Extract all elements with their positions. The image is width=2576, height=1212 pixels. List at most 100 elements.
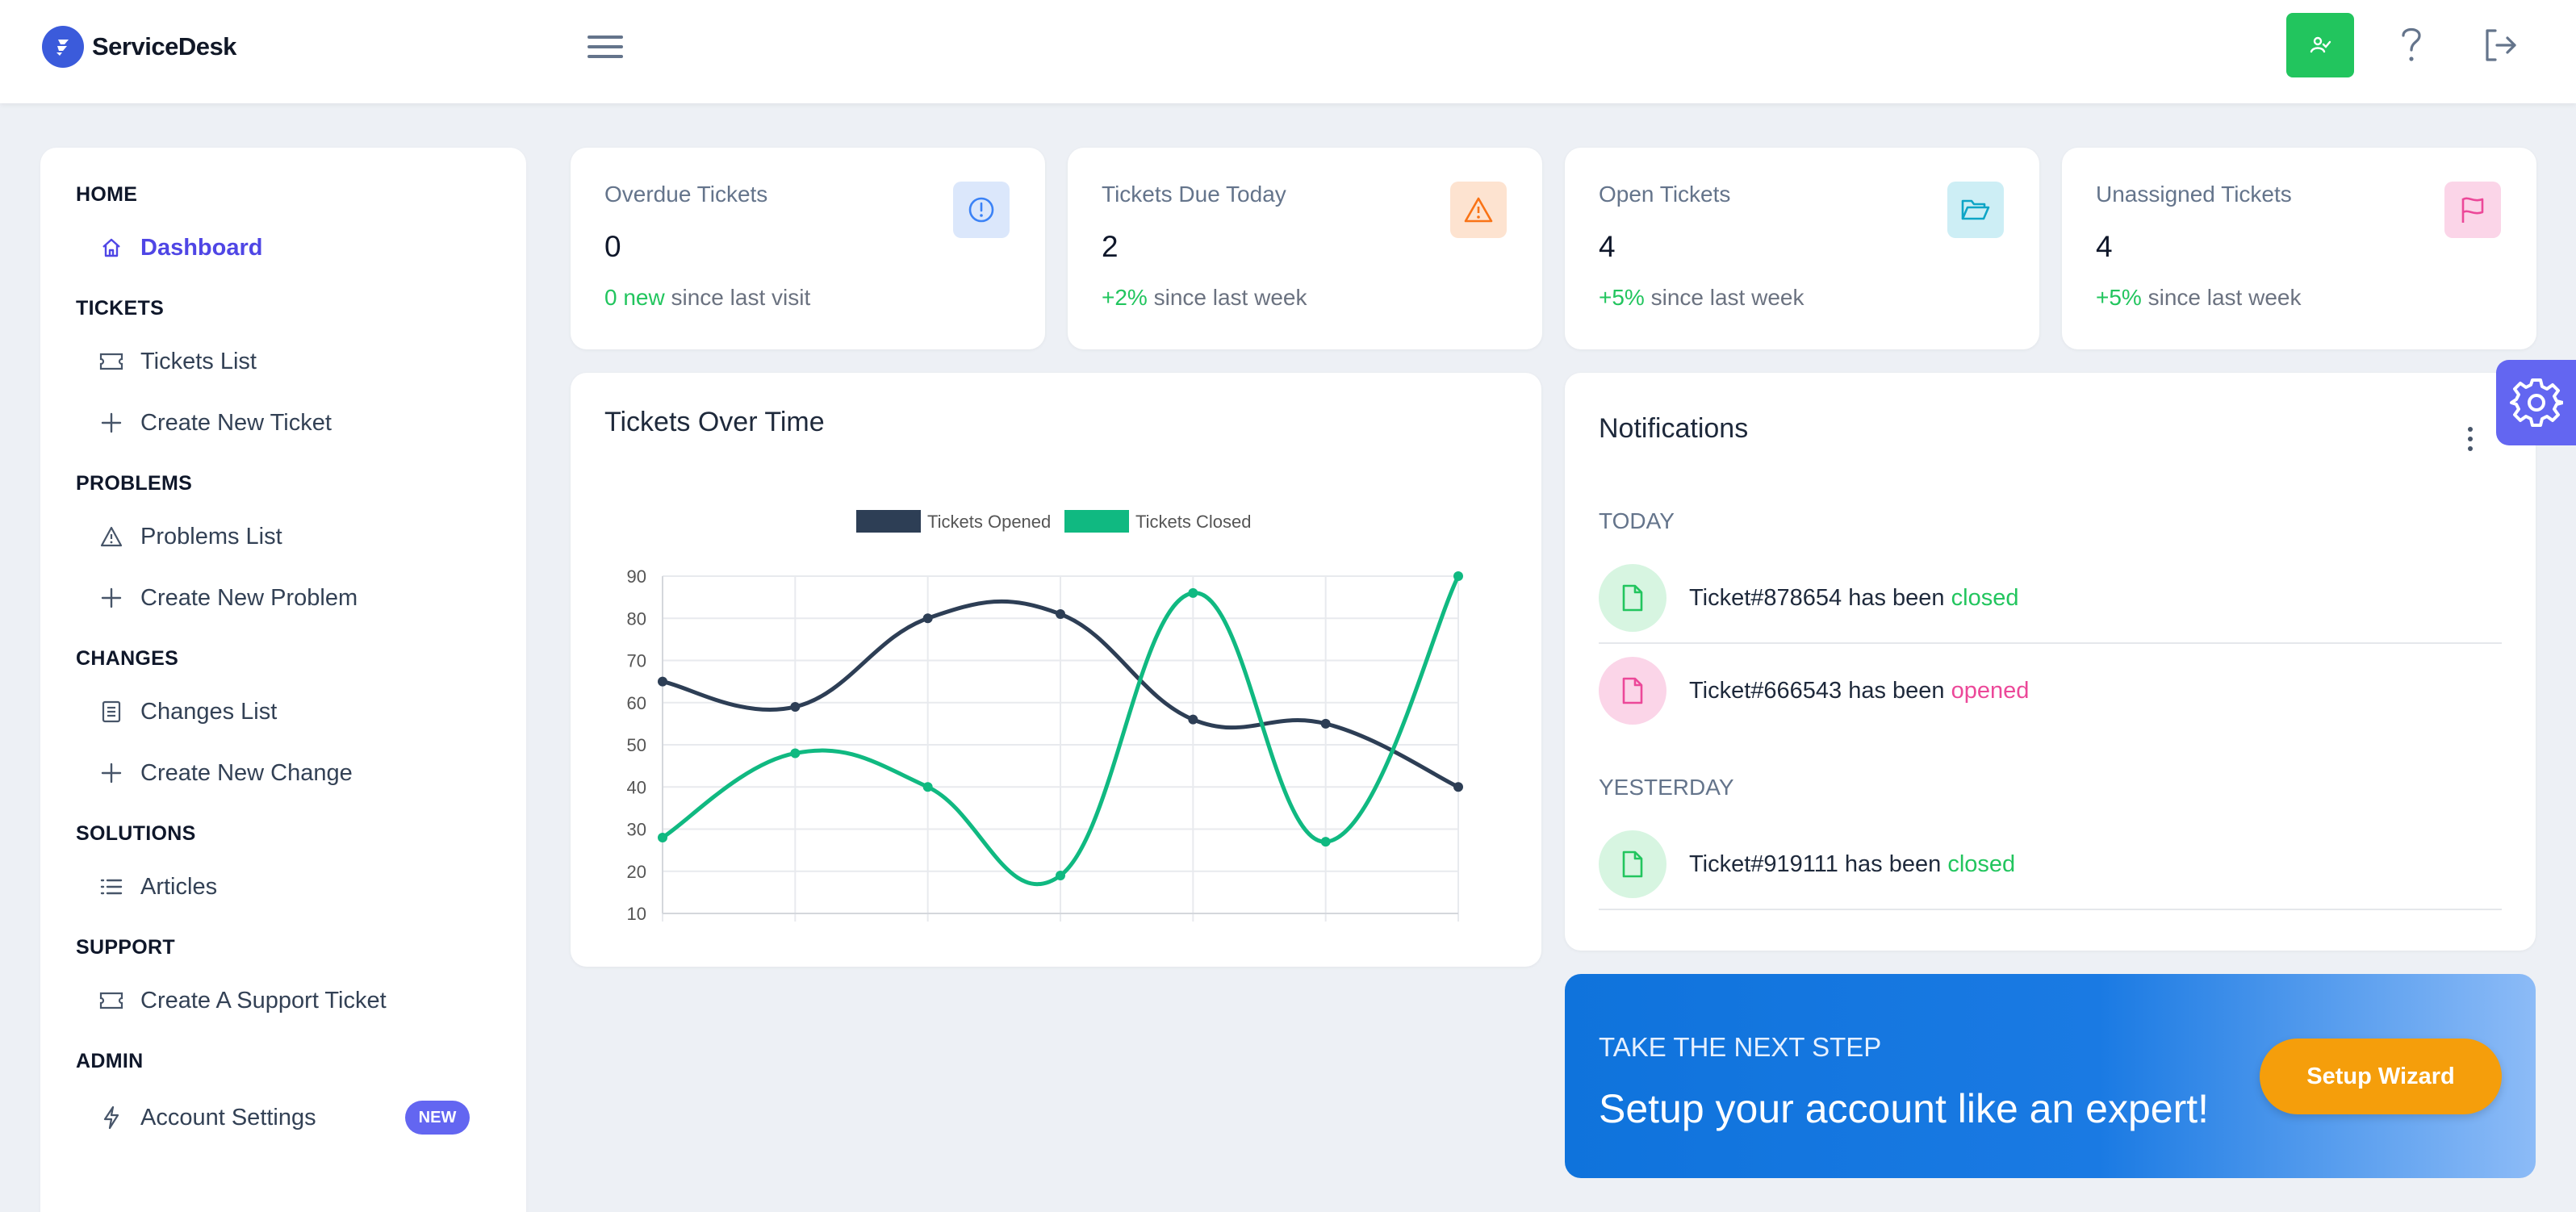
- y-tick-label: 80: [627, 608, 646, 629]
- stat-change: +5%: [1599, 285, 1645, 310]
- more-vertical-icon[interactable]: [2462, 423, 2478, 455]
- ticket-icon: [98, 988, 124, 1013]
- cta-subtitle: TAKE THE NEXT STEP: [1599, 1032, 1882, 1062]
- home-icon: [98, 235, 124, 261]
- sidebar-item-label: Create New Problem: [140, 584, 358, 611]
- sidebar-item-create-ticket[interactable]: Create New Ticket: [98, 402, 332, 444]
- plus-icon: [98, 410, 124, 436]
- status-closed: closed: [1951, 584, 2019, 611]
- menu-icon[interactable]: [586, 31, 625, 63]
- tickets-over-time-card: Tickets Over Time 10 20 30 40 50 60 70 80 90 Janu…: [571, 373, 1541, 967]
- alert-circle-icon: [953, 182, 1010, 238]
- data-point: [658, 832, 667, 842]
- brand-logo-icon: [42, 26, 84, 68]
- stat-value: 0: [604, 230, 621, 263]
- data-point: [790, 748, 801, 759]
- y-tick-label: 70: [627, 651, 646, 671]
- x-tick-label: June: [1307, 934, 1345, 938]
- sidebar-item-articles[interactable]: Articles: [98, 866, 217, 908]
- data-point: [790, 701, 801, 712]
- flag-icon: [2444, 182, 2501, 238]
- data-point: [922, 782, 933, 792]
- sidebar-section-problems: PROBLEMS: [76, 472, 193, 495]
- notification-item[interactable]: Ticket#919111 has been closed: [1599, 820, 2502, 910]
- brand[interactable]: ServiceDesk: [42, 26, 236, 68]
- sidebar-item-label: Problems List: [140, 523, 282, 550]
- logout-button[interactable]: [2466, 13, 2534, 77]
- data-point: [1056, 870, 1065, 880]
- file-icon: [1599, 657, 1666, 725]
- series-line-closed: [661, 575, 1461, 887]
- help-button[interactable]: [2377, 13, 2445, 77]
- sidebar-section-admin: ADMIN: [76, 1050, 144, 1072]
- file-icon: [1599, 564, 1666, 632]
- data-point: [1188, 587, 1198, 598]
- user-check-button[interactable]: [2286, 13, 2354, 77]
- top-navbar: ServiceDesk: [0, 0, 2576, 103]
- notification-item[interactable]: Ticket#666543 has been opened: [1599, 646, 2502, 736]
- settings-gear-tab[interactable]: [2496, 360, 2576, 445]
- notifications-title: Notifications: [1599, 413, 1749, 444]
- sidebar-section-support: SUPPORT: [76, 936, 175, 959]
- y-tick-label: 90: [627, 566, 646, 587]
- y-tick-label: 50: [627, 735, 646, 755]
- sidebar: HOME Dashboard TICKETS Tickets List Crea…: [40, 148, 526, 1212]
- stat-value: 4: [2096, 230, 2113, 263]
- ticket-icon: [98, 349, 124, 374]
- sidebar-item-label: Create A Support Ticket: [140, 987, 387, 1013]
- chart-title: Tickets Over Time: [604, 407, 825, 437]
- y-tick-label: 30: [627, 820, 646, 840]
- new-badge: NEW: [405, 1101, 470, 1135]
- y-tick-label: 20: [627, 862, 646, 882]
- plus-icon: [98, 585, 124, 611]
- stat-suffix: since last week: [1650, 285, 1804, 310]
- x-tick-label: March: [903, 934, 952, 938]
- x-tick-label: May: [1177, 934, 1211, 938]
- sidebar-section-solutions: SOLUTIONS: [76, 822, 196, 845]
- stat-title: Overdue Tickets: [604, 182, 768, 207]
- stat-card-open: Open Tickets 4 +5% since last week: [1565, 148, 2039, 349]
- sidebar-item-changes-list[interactable]: Changes List: [98, 691, 277, 733]
- bolt-icon: [98, 1105, 124, 1131]
- stat-footer: +2% since last week: [1102, 285, 1307, 311]
- sidebar-section-changes: CHANGES: [76, 647, 179, 670]
- stat-card-due-today: Tickets Due Today 2 +2% since last week: [1068, 148, 1542, 349]
- x-tick-label: January: [631, 934, 694, 938]
- sidebar-item-account-settings[interactable]: Account Settings: [98, 1097, 316, 1139]
- sidebar-item-label: Tickets List: [140, 348, 257, 374]
- sidebar-item-label: Changes List: [140, 698, 278, 725]
- status-opened: opened: [1951, 677, 2030, 704]
- notification-text: Ticket#919111 has been closed: [1689, 850, 2016, 877]
- notification-item[interactable]: Ticket#878654 has been closed: [1599, 554, 2502, 644]
- legend-label: Tickets Closed: [1135, 512, 1251, 532]
- notifications-card: Notifications TODAY Ticket#878654 has be…: [1565, 373, 2536, 951]
- x-tick-label: April: [1043, 934, 1078, 938]
- stat-footer: +5% since last week: [1599, 285, 1804, 311]
- file-icon: [1599, 830, 1666, 898]
- sidebar-item-problems-list[interactable]: Problems List: [98, 516, 282, 558]
- stat-card-overdue: Overdue Tickets 0 0 new since last visit: [571, 148, 1045, 349]
- stat-value: 2: [1102, 230, 1119, 263]
- data-point: [1320, 837, 1331, 847]
- sidebar-item-create-problem[interactable]: Create New Problem: [98, 577, 358, 619]
- sidebar-item-create-support-ticket[interactable]: Create A Support Ticket: [98, 980, 387, 1022]
- stat-title: Unassigned Tickets: [2096, 182, 2292, 207]
- help-icon: [2402, 27, 2421, 61]
- y-tick-label: 10: [627, 904, 646, 924]
- notification-text: Ticket#878654 has been closed: [1689, 584, 2019, 611]
- legend-swatch: [856, 510, 921, 533]
- notification-group-label: TODAY: [1599, 508, 1675, 533]
- sidebar-item-label: Create New Ticket: [140, 409, 332, 436]
- sidebar-section-home: HOME: [76, 183, 138, 206]
- sidebar-item-create-change[interactable]: Create New Change: [98, 752, 353, 794]
- stat-footer: +5% since last week: [2096, 285, 2301, 311]
- sidebar-item-label: Create New Change: [140, 759, 353, 786]
- plus-icon: [98, 760, 124, 786]
- logout-icon: [2486, 29, 2516, 61]
- setup-wizard-button[interactable]: Setup Wizard: [2260, 1039, 2502, 1114]
- sidebar-item-tickets-list[interactable]: Tickets List: [98, 341, 257, 382]
- notification-group-label: YESTERDAY: [1599, 775, 1734, 800]
- stat-change: +2%: [1102, 285, 1148, 310]
- sidebar-item-dashboard[interactable]: Dashboard: [98, 227, 262, 269]
- x-tick-label: July: [1442, 934, 1474, 938]
